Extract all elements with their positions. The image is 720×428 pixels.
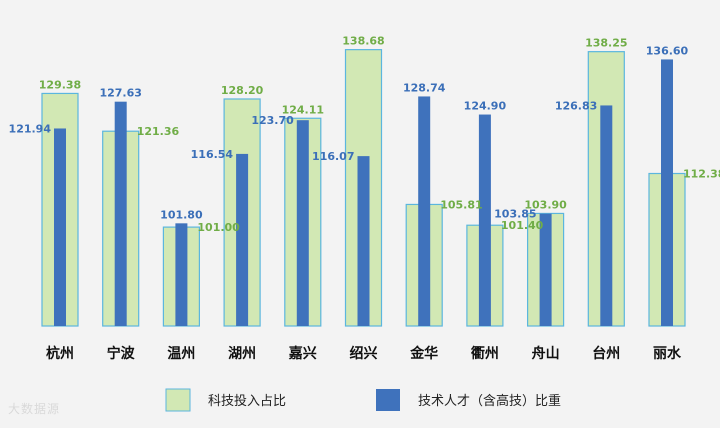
legend-swatch-tech-talent <box>376 389 400 411</box>
bar-tech-talent-6 <box>418 96 431 327</box>
bar-tech-talent-1 <box>114 101 127 326</box>
legend-label-tech-talent: 技术人才（含高技）比重 <box>418 393 561 409</box>
value-label-tech-investment-0: 129.38 <box>39 78 81 91</box>
category-label-7: 衢州 <box>471 345 499 362</box>
category-label-6: 金华 <box>409 345 438 362</box>
value-label-tech-talent-1: 127.63 <box>99 87 141 100</box>
category-label-5: 绍兴 <box>350 345 378 362</box>
bar-tech-talent-2 <box>175 223 188 326</box>
bar-tech-talent-9 <box>600 105 613 327</box>
value-label-tech-investment-6: 105.81 <box>440 198 482 211</box>
watermark-text: 大数据源 <box>8 402 61 416</box>
category-label-2: 温州 <box>167 346 195 362</box>
value-label-tech-talent-10: 136.60 <box>646 44 689 57</box>
value-label-tech-talent-6: 128.74 <box>403 81 446 94</box>
legend-swatch-tech-investment <box>165 388 191 412</box>
bar-tech-talent-3 <box>236 153 249 326</box>
category-label-9: 台州 <box>592 345 620 362</box>
legend-label-tech-investment: 科技投入占比 <box>208 393 286 409</box>
value-label-tech-investment-8: 103.90 <box>524 198 567 211</box>
category-label-4: 嘉兴 <box>288 345 317 362</box>
category-label-1: 宁波 <box>107 345 136 362</box>
bar-tech-talent-10 <box>661 59 673 327</box>
value-label-tech-investment-4: 124.11 <box>282 103 324 116</box>
value-label-tech-talent-5: 116.07 <box>312 150 354 163</box>
value-label-tech-investment-5: 138.68 <box>342 35 384 48</box>
value-label-tech-talent-4: 123.70 <box>251 114 294 127</box>
category-label-10: 丽水 <box>653 345 682 362</box>
bar-tech-talent-7 <box>478 114 491 326</box>
value-label-tech-talent-2: 101.80 <box>160 208 203 221</box>
bar-tech-talent-4 <box>296 120 309 326</box>
category-label-0: 杭州 <box>46 345 74 362</box>
bar-tech-talent-8 <box>539 213 552 326</box>
bar-tech-talent-5 <box>357 156 370 326</box>
value-label-tech-talent-7: 124.90 <box>464 100 507 113</box>
category-labels-layer: 杭州 宁波 温州 湖州 嘉兴 绍兴 金华 衢州 舟山 台州 丽水 <box>46 345 682 362</box>
legend: 科技投入占比 技术人才（含高技）比重 <box>165 388 561 412</box>
value-label-tech-investment-1: 121.36 <box>137 125 180 138</box>
value-label-tech-investment-10: 112.38 <box>683 168 720 181</box>
value-label-tech-investment-2: 101.00 <box>197 221 240 234</box>
value-label-tech-investment-3: 128.20 <box>221 84 264 97</box>
value-label-tech-talent-0: 121.94 <box>9 122 52 135</box>
bars-layer <box>41 49 686 327</box>
category-label-3: 湖州 <box>228 346 256 362</box>
bar-tech-talent-0 <box>54 128 66 326</box>
category-label-8: 舟山 <box>532 345 560 362</box>
value-label-tech-talent-9: 126.83 <box>555 99 597 112</box>
value-label-tech-investment-9: 138.25 <box>585 37 627 50</box>
value-label-tech-talent-8: 103.85 <box>494 208 536 221</box>
value-label-tech-talent-3: 116.54 <box>191 148 234 161</box>
value-label-tech-investment-7: 101.40 <box>501 219 544 232</box>
